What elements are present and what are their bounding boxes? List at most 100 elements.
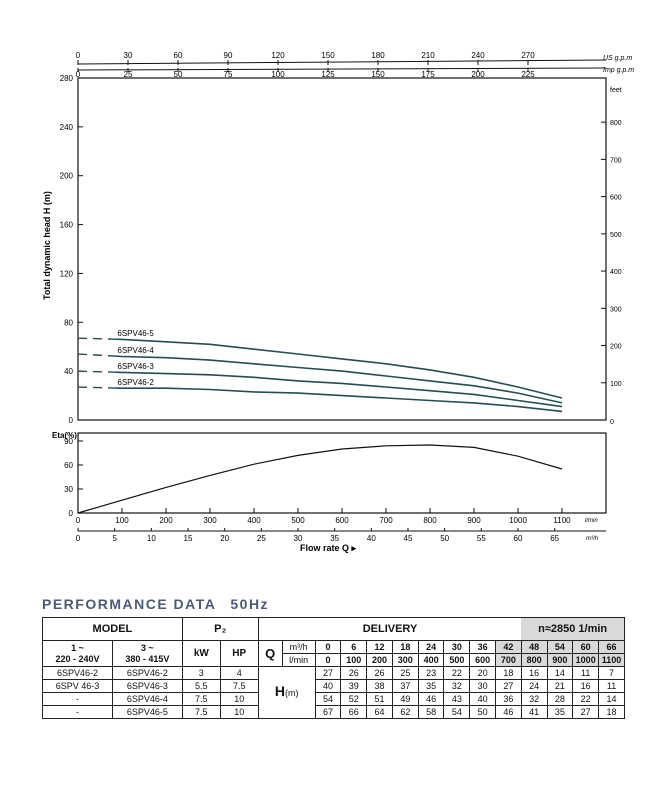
m3h-tick-label: 10	[147, 534, 156, 543]
pump-curve-charts: US g.p.m Imp g.p.m 0 30 60 90 120 150 180 210 24…	[42, 51, 634, 553]
head-value-cell: 7	[598, 666, 625, 680]
head-value-cell: 22	[572, 692, 600, 706]
eta-line	[77, 444, 563, 514]
impgpm-tick-label: 100	[271, 70, 285, 79]
m3h-tick-label: 25	[257, 534, 266, 543]
head-value-cell: 54	[443, 705, 471, 719]
performance-table: MODEL P₂ DELIVERY n≈2850 1/min 1 ~220 - …	[42, 617, 626, 719]
top-axis-usgpm-label: US g.p.m	[603, 55, 632, 62]
usgpm-axis-line	[77, 59, 607, 65]
curve-label: 6SPV46-4	[117, 346, 154, 355]
model-1ph-cell: 6SPV46-2	[42, 666, 113, 680]
m3h-tick-label: 35	[330, 534, 339, 543]
m3h-tick-label: 60	[514, 534, 523, 543]
head-value-cell: 46	[495, 705, 522, 719]
speed-header: n≈2850 1/min	[521, 617, 626, 641]
m3h-axis-label: m³/h	[586, 536, 599, 542]
head-value-cell: 41	[520, 705, 548, 719]
head-value-cell: 64	[366, 705, 393, 719]
head-value-cell: 23	[417, 666, 445, 680]
kw-header: kW	[181, 640, 221, 667]
curve-6SPV46-3	[115, 371, 563, 408]
q-lmin-cell: 600	[469, 653, 496, 667]
q-m3h-cell: 36	[469, 640, 496, 654]
head-value-cell: 62	[391, 705, 419, 719]
head-value-cell: 26	[340, 666, 368, 680]
q-lmin-cell: 100	[340, 653, 368, 667]
lmin-tick-label: 100	[115, 516, 129, 525]
usgpm-tick-label: 240	[471, 51, 485, 60]
q-m3h-cell: 54	[546, 640, 574, 654]
head-value-cell: 49	[391, 692, 419, 706]
feet-tick-label: 800	[610, 120, 622, 127]
head-y-tick-label: 160	[60, 221, 74, 230]
head-y-tick-label: 80	[64, 318, 73, 327]
top-axis-impgpm-label: Imp g.p.m	[603, 67, 634, 74]
m3h-tick-label: 15	[184, 534, 193, 543]
head-y-tick-label: 120	[60, 269, 74, 278]
head-value-cell: 27	[314, 666, 342, 680]
table-row: -6SPV46-5 7.5 10 67 66 64 62 58 54 50 46 41 35 27 18	[42, 705, 625, 719]
lmin-tick-label: 500	[291, 516, 305, 525]
lmin-tick-label: 400	[247, 516, 261, 525]
q-m3h-cell: 60	[572, 640, 600, 654]
head-value-cell: 27	[495, 679, 522, 693]
usgpm-tick-label: 210	[421, 51, 435, 60]
usgpm-tick-label: 90	[224, 51, 233, 60]
hp-cell: 10	[219, 692, 259, 706]
head-value-cell: 25	[391, 666, 419, 680]
head-value-cell: 67	[314, 705, 342, 719]
flow-rate-label: Flow rate Q ▸	[300, 543, 357, 553]
head-value-cell: 16	[572, 679, 600, 693]
phase3-voltage: 380 - 415V	[125, 653, 170, 664]
head-value-cell: 27	[572, 705, 600, 719]
lmin-tick-label: 800	[423, 516, 437, 525]
performance-frequency: 50Hz	[230, 596, 270, 612]
eta-chart-frame	[77, 432, 607, 514]
lmin-tick-label: 300	[203, 516, 217, 525]
usgpm-tick-label: 120	[271, 51, 285, 60]
m3h-tick-label: 65	[550, 534, 559, 543]
head-value-cell: 35	[546, 705, 574, 719]
q-m3h-cell: 30	[443, 640, 471, 654]
performance-data-title: PERFORMANCE DATA 50Hz	[42, 596, 269, 612]
hp-cell: 10	[219, 705, 259, 719]
usgpm-tick-label: 0	[76, 51, 81, 60]
head-value-cell: 50	[469, 705, 496, 719]
head-value-cell: 30	[469, 679, 496, 693]
eta-y-tick-label: 0	[69, 509, 74, 518]
curve-6SPV46-5	[115, 338, 563, 399]
phase1-voltage: 220 - 240V	[55, 653, 100, 664]
impgpm-tick-label: 150	[371, 70, 385, 79]
head-chart-frame	[77, 77, 607, 421]
model-header: MODEL	[42, 617, 183, 641]
head-y-tick-label: 240	[60, 123, 74, 132]
lmin-tick-label: 200	[159, 516, 173, 525]
m3h-tick-label: 20	[220, 534, 229, 543]
m3h-tick-label: 30	[294, 534, 303, 543]
curve-label: 6SPV46-2	[117, 378, 154, 387]
q-lmin-cell: 800	[520, 653, 548, 667]
head-value-cell: 11	[598, 679, 625, 693]
q-m3h-cell: 66	[598, 640, 625, 654]
model-3ph-cell: 6SPV46-5	[111, 705, 183, 719]
q-m3h-cell: 48	[520, 640, 548, 654]
kw-cell: 7.5	[181, 692, 221, 706]
head-y-tick-label: 0	[69, 416, 74, 425]
eta-y-tick-label: 30	[64, 485, 73, 494]
feet-tick-label: 600	[610, 195, 622, 202]
h-unit: (m)	[285, 688, 299, 698]
head-value-cell: 35	[417, 679, 445, 693]
table-row: 6SPV 46-3 6SPV46-3 5.5 7.5 40 39 38 37 35 32 30 27 2…	[42, 679, 625, 693]
head-value-cell: 32	[520, 692, 548, 706]
head-value-cell: 36	[495, 692, 522, 706]
hp-cell: 4	[219, 666, 259, 680]
curve-dashed-6SPV46-3	[77, 370, 116, 373]
usgpm-tick-label: 30	[124, 51, 133, 60]
q-m3h-cell: 24	[417, 640, 445, 654]
head-value-cell: 14	[598, 692, 625, 706]
phase3-header: 3 ~380 - 415V	[111, 640, 183, 667]
curve-dashed-6SPV46-2	[77, 386, 116, 389]
head-axes: 0 40 80 120 160 200 240 280 100 200 300 400 500 600 70…	[60, 74, 622, 425]
lmin-axis-label: l/min	[585, 518, 598, 524]
